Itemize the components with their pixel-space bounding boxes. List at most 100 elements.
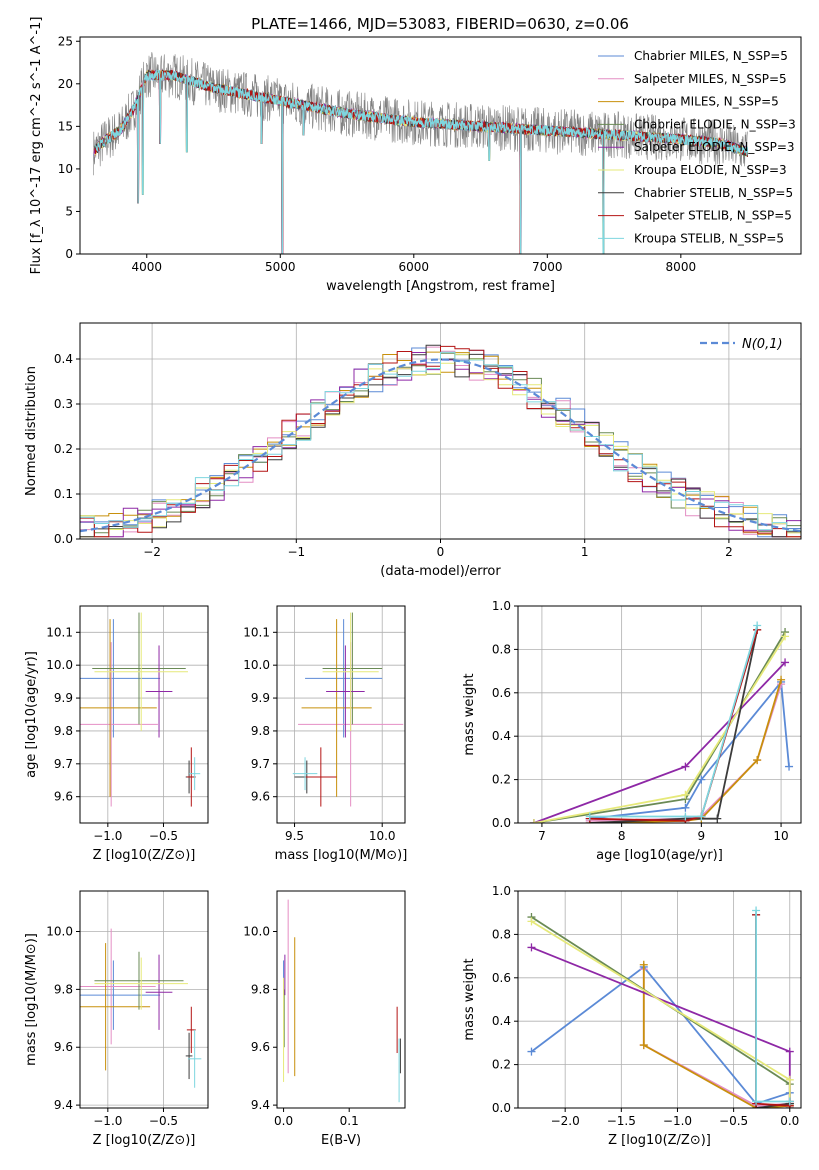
x-tick-label: 4000 [131, 260, 162, 274]
y-tick-label: 0.0 [492, 816, 511, 830]
y-tick-label: 1.0 [492, 599, 511, 613]
axes: −2.0 −1.5 −1.0 −0.5 0.0 0.0 0.2 0.4 0.6 0.8 1.0 Z [… [462, 884, 802, 1148]
y-tick-label: 0.8 [492, 927, 511, 941]
x-tick-label: −1 [287, 545, 305, 559]
legend-label: Kroupa ELODIE, N_SSP=3 [634, 163, 787, 177]
y-tick-label: 9.6 [54, 790, 73, 804]
legend-label: Chabrier MILES, N_SSP=5 [634, 49, 788, 63]
panel-mass_vs_ebv: 0.0 0.1 9.4 9.6 9.8 10.0 E(B-V) [243, 890, 406, 1148]
y-tick-label: 0.4 [492, 729, 511, 743]
axes: −1.0 −0.5 9.4 9.6 9.8 10.0 Z [log10(Z/Z⊙)] mass… [24, 890, 209, 1148]
x-axis-label: Z [log10(Z/Z⊙)] [608, 1133, 711, 1148]
plot-area [80, 344, 801, 538]
axes-frame [517, 890, 802, 1109]
y-tick-label: 10.1 [46, 625, 73, 639]
y-tick-label: 0.4 [492, 1014, 511, 1028]
y-tick-label: 9.6 [54, 1040, 73, 1054]
axes-frame [79, 36, 802, 255]
x-axis-label: Z [log10(Z/Z⊙)] [93, 1133, 196, 1148]
y-tick-label: 9.6 [251, 1040, 270, 1054]
weight-point [753, 756, 762, 765]
y-tick-label: 0.2 [492, 773, 511, 787]
grid [277, 606, 405, 823]
histogram-step [80, 351, 801, 531]
y-tick-label: 9.8 [251, 724, 270, 738]
panel-weight_vs_Z: −2.0 −1.5 −1.0 −0.5 0.0 0.0 0.2 0.4 0.6 0.8 1.0 Z [… [462, 884, 802, 1148]
normal-reference-curve [80, 358, 801, 533]
axes-frame [517, 605, 802, 824]
x-tick-label: 0.0 [780, 1114, 799, 1128]
y-axis-label: mass weight [462, 958, 477, 1040]
plot-area [92, 52, 749, 254]
panel-spectrum: 4000 5000 6000 7000 8000 0 5 10 15 20 25 wavelength… [29, 17, 802, 294]
legend-label: Kroupa MILES, N_SSP=5 [634, 95, 779, 109]
x-tick-label: 10.0 [369, 829, 396, 843]
plot-area [529, 621, 794, 823]
x-tick-label: −1.0 [93, 1114, 122, 1128]
legend-label: N(0,1) [742, 337, 783, 352]
grid [518, 605, 801, 824]
x-tick-label: −2.0 [551, 1114, 580, 1128]
grid [80, 606, 208, 823]
y-axis-label: mass [log10(M/M⊙)] [24, 933, 39, 1066]
axes-frame [79, 605, 209, 824]
x-tick-label: 5000 [265, 260, 296, 274]
y-tick-label: 20 [58, 77, 73, 91]
x-tick-label: −1.0 [93, 829, 122, 843]
weight-point [697, 775, 706, 784]
x-tick-label: 8000 [666, 260, 697, 274]
axes-frame [79, 890, 209, 1109]
y-tick-label: 0.1 [54, 487, 73, 501]
y-tick-label: 0.2 [492, 1058, 511, 1072]
y-tick-label: 0.6 [492, 686, 511, 700]
y-axis-label: age [log10(age/yr)] [24, 651, 39, 778]
x-axis-label: age [log10(age/yr)] [596, 848, 723, 863]
y-tick-label: 0.0 [54, 532, 73, 546]
weight-point [529, 819, 538, 823]
weight-point [753, 621, 762, 630]
legend: Chabrier MILES, N_SSP=5 Salpeter MILES, N… [598, 49, 796, 245]
weight-line [755, 914, 790, 1108]
y-tick-label: 9.8 [251, 982, 270, 996]
x-tick-label: 1 [581, 545, 589, 559]
weight-point [527, 917, 536, 926]
y-tick-label: 0.2 [54, 442, 73, 456]
weight-point [681, 762, 690, 771]
y-tick-label: 25 [58, 34, 73, 48]
weight-point [697, 812, 706, 821]
x-tick-label: 0 [437, 545, 445, 559]
spectrum-model-line [95, 69, 749, 254]
y-tick-label: 10.0 [46, 925, 73, 939]
x-axis-label: Z [log10(Z/Z⊙)] [93, 848, 196, 863]
axes: 7 8 9 10 0.0 0.2 0.4 0.6 0.8 1.0 age [log10(age/yr… [462, 599, 802, 863]
weight-point [781, 658, 790, 667]
weight-line [589, 625, 759, 818]
weight-line [589, 679, 790, 820]
x-tick-label: −1.5 [607, 1114, 636, 1128]
weight-point [713, 814, 722, 823]
weight-point [681, 790, 690, 799]
x-tick-label: 0.0 [274, 1114, 293, 1128]
y-axis-label: mass weight [462, 673, 477, 755]
weight-point [785, 762, 794, 771]
weight-point [781, 632, 790, 641]
x-tick-label: 9 [698, 829, 706, 843]
legend-label: Kroupa STELIB, N_SSP=5 [634, 231, 784, 245]
y-tick-label: 10.1 [243, 625, 270, 639]
y-tick-label: 0.4 [54, 352, 73, 366]
y-tick-label: 9.4 [251, 1098, 270, 1112]
axes: 0.0 0.1 9.4 9.6 9.8 10.0 E(B-V) [243, 890, 406, 1148]
weight-line [589, 629, 759, 823]
weight-point [639, 1041, 648, 1050]
y-axis-label: Normed distribution [24, 366, 39, 496]
y-tick-label: 0 [65, 247, 73, 261]
legend: N(0,1) [700, 337, 783, 352]
y-tick-label: 10.0 [46, 658, 73, 672]
x-tick-label: 10 [773, 829, 788, 843]
plot-area [80, 612, 201, 807]
x-tick-label: 8 [618, 829, 626, 843]
weight-point [752, 1097, 761, 1106]
x-axis-label: mass [log10(M/M⊙)] [275, 848, 408, 863]
y-tick-label: 9.9 [54, 691, 73, 705]
